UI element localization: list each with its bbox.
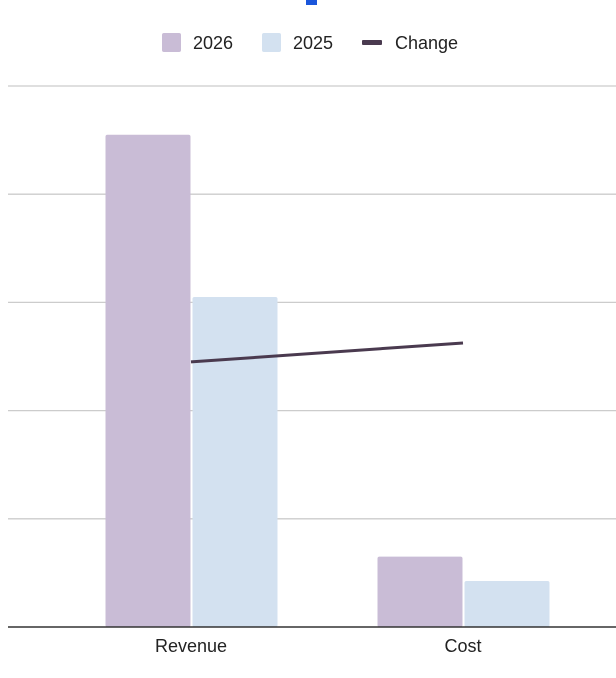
legend-swatch-series-1 xyxy=(162,33,181,52)
legend-label-change: Change xyxy=(395,33,458,53)
gridlines xyxy=(8,85,616,520)
legend-swatch-series-2 xyxy=(262,33,281,52)
x-axis-ticks: Revenue Cost xyxy=(155,636,482,656)
legend-swatch-change xyxy=(362,40,382,45)
x-tick-label-revenue: Revenue xyxy=(155,636,227,656)
bar-cost-series-1[interactable] xyxy=(377,556,463,627)
bar-revenue-series-1[interactable] xyxy=(105,134,191,627)
legend: 2026 2025 Change xyxy=(162,33,458,53)
change-line-layer xyxy=(190,341,464,364)
legend-item-series-1[interactable]: 2026 xyxy=(162,33,233,53)
bar-revenue-series-2[interactable] xyxy=(192,296,278,627)
legend-item-series-2[interactable]: 2025 xyxy=(262,33,333,53)
legend-label-series-1: 2026 xyxy=(193,33,233,53)
legend-item-change[interactable]: Change xyxy=(362,33,458,53)
x-tick-label-cost: Cost xyxy=(444,636,481,656)
legend-label-series-2: 2025 xyxy=(293,33,333,53)
change-line[interactable] xyxy=(190,341,464,364)
bars xyxy=(105,134,550,627)
bar-cost-series-2[interactable] xyxy=(464,581,550,627)
toolbar-accent-mark xyxy=(306,0,317,5)
